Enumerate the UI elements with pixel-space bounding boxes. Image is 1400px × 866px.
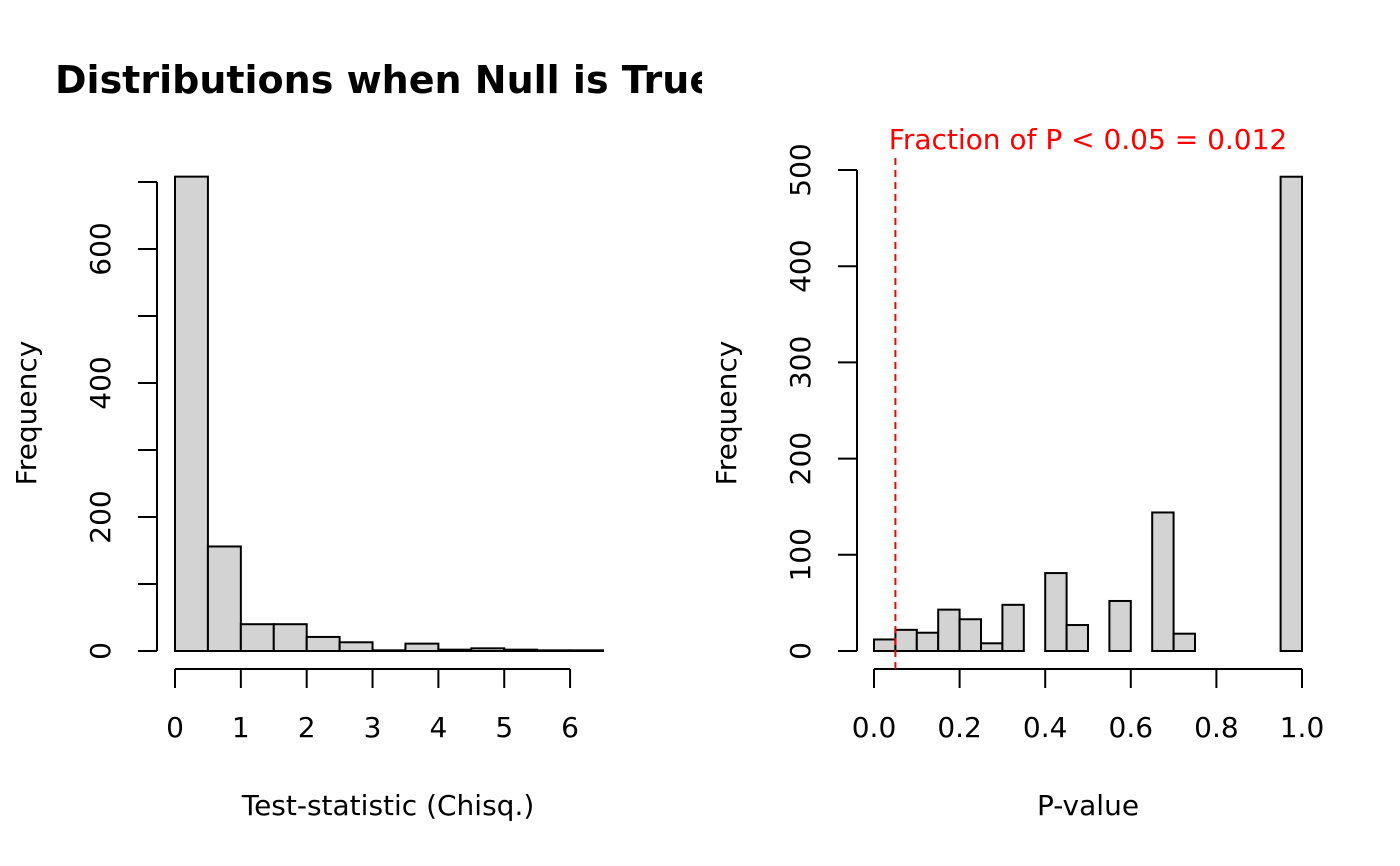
x-tick-label: 4 (429, 711, 447, 744)
histogram-bar (371, 649, 407, 653)
histogram-bar (503, 648, 539, 652)
y-tick-label: 500 (784, 143, 817, 196)
histogram-bar (239, 623, 275, 653)
histogram-bar (174, 175, 209, 652)
chart-title: Distributions when Null is True (55, 58, 715, 102)
histogram-bar (937, 608, 961, 652)
x-tick-label: 0.0 (852, 711, 897, 744)
y-tick-label: 300 (784, 336, 817, 389)
right-histogram-panel: 0 100 200 300 400 500 0.0 0.2 0.4 0.6 0.8 1.0 Frac… (710, 123, 1324, 822)
x-tick-label: 1.0 (1280, 711, 1325, 744)
x-tick-label: 0.6 (1109, 711, 1154, 744)
histogram-bar (569, 649, 604, 653)
y-tick-label: 0 (784, 642, 817, 660)
fraction-annotation: Fraction of P < 0.05 = 0.012 (889, 123, 1287, 156)
histogram-bar (305, 635, 341, 652)
x-tick-label: 0.8 (1194, 711, 1239, 744)
x-tick-label: 0 (166, 711, 184, 744)
y-tick-label: 200 (784, 432, 817, 485)
left-x-axis-label: Test-statistic (Chisq.) (241, 789, 535, 822)
histogram-bar (536, 649, 572, 653)
right-bars (873, 175, 1303, 653)
histogram-bar (437, 648, 473, 652)
y-tick-label: 400 (84, 356, 117, 409)
y-tick-label: 200 (84, 490, 117, 543)
histogram-bar (404, 642, 440, 653)
left-x-axis: 0 1 2 3 4 5 6 (166, 668, 579, 744)
left-bars (174, 175, 604, 653)
right-x-axis: 0.0 0.2 0.4 0.6 0.8 1.0 (852, 668, 1325, 744)
left-histogram-panel: Distributions when Null is True 0 200 400 6… (10, 58, 715, 822)
histogram-bar (915, 631, 940, 652)
x-tick-label: 3 (364, 711, 382, 744)
x-tick-label: 2 (298, 711, 316, 744)
histogram-bar (1108, 599, 1132, 653)
y-tick-label: 600 (84, 222, 117, 275)
x-tick-label: 0.4 (1023, 711, 1068, 744)
histogram-bar (1151, 511, 1175, 652)
histogram-bar (1172, 632, 1196, 653)
histogram-bar (272, 623, 308, 653)
x-tick-label: 0.2 (937, 711, 982, 744)
y-tick-label: 0 (84, 642, 117, 660)
histogram-bar (1065, 624, 1089, 653)
histogram-bar (894, 628, 918, 652)
histogram-bar (206, 545, 242, 652)
histogram-bar (1001, 603, 1025, 652)
left-y-axis: 0 200 400 600 (84, 181, 158, 660)
histogram-bar (1279, 175, 1303, 652)
histogram-bar (958, 618, 982, 653)
histogram-bar (470, 647, 506, 653)
y-tick-label: 400 (784, 239, 817, 292)
x-tick-label: 5 (495, 711, 513, 744)
y-tick-label: 100 (784, 528, 817, 581)
x-tick-label: 1 (232, 711, 250, 744)
histogram-bar (1044, 572, 1068, 652)
right-y-axis-label: Frequency (710, 341, 743, 486)
right-y-axis: 0 100 200 300 400 500 (784, 143, 858, 660)
histogram-bar (873, 638, 897, 652)
right-x-axis-label: P-value (1037, 789, 1139, 822)
histogram-bar (980, 642, 1004, 653)
x-tick-label: 6 (561, 711, 579, 744)
left-y-axis-label: Frequency (10, 341, 43, 486)
histogram-bar (338, 641, 374, 652)
